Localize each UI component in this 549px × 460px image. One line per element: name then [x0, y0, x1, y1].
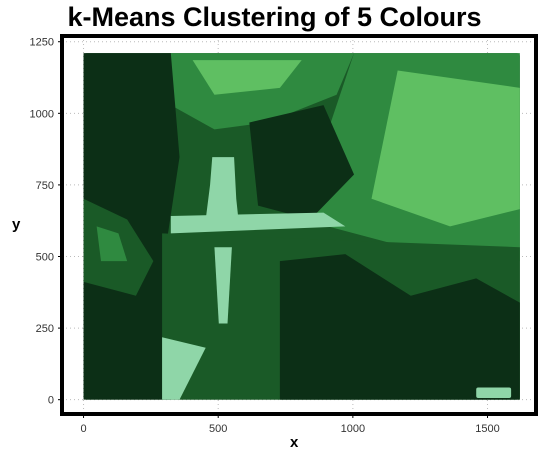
x-tick-label: 0 — [80, 423, 86, 435]
x-tick-label: 500 — [209, 423, 227, 435]
y-tick-label: 750 — [36, 180, 54, 192]
region-watermark — [476, 387, 512, 398]
x-axis-label: x — [290, 434, 299, 451]
y-axis-label: y — [12, 216, 21, 233]
plot-frame — [60, 34, 538, 416]
y-tick-label: 1000 — [30, 108, 54, 120]
region-right-foliage — [371, 70, 520, 227]
region-pool-highlight — [170, 212, 346, 234]
chart-title: k-Means Clustering of 5 Colours — [67, 2, 482, 32]
y-tick-label: 500 — [36, 252, 54, 264]
region-canopy-bright — [192, 60, 302, 95]
region-foreground-light — [162, 337, 206, 400]
region-left-cliff — [83, 53, 180, 400]
region-left-foliage-light — [96, 226, 128, 262]
region-reflection — [214, 247, 232, 324]
clustered-image — [83, 53, 520, 400]
y-tick-label: 0 — [48, 395, 54, 407]
y-tick-label: 250 — [36, 323, 54, 335]
region-waterfall — [205, 157, 239, 220]
y-tick-label: 1250 — [30, 37, 54, 49]
x-tick-label: 1500 — [475, 423, 499, 435]
region-center-rock — [249, 105, 355, 220]
region-water-dark — [279, 254, 520, 400]
x-tick-label: 1000 — [341, 423, 365, 435]
